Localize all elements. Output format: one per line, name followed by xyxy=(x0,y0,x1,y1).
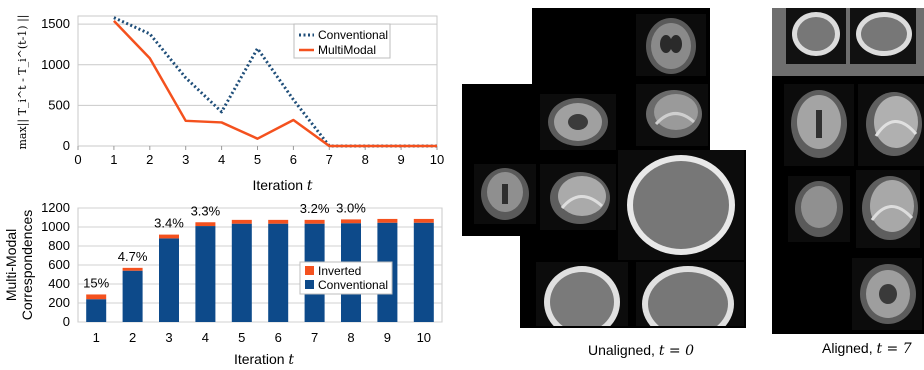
bar-chart-y-tick-label: 1000 xyxy=(41,219,70,234)
unaligned-caption: Unaligned, t = 0 xyxy=(588,342,694,359)
bar-chart-x-tick-label: 8 xyxy=(347,330,354,345)
bar-annotation-label: 3.0% xyxy=(336,200,366,215)
mri-coronal-slice xyxy=(474,164,536,224)
line-legend-label-conventional: Conventional xyxy=(318,28,388,42)
bar-annotation-label: 3.3% xyxy=(191,203,221,218)
ct-axial-slice-large xyxy=(618,150,744,260)
ct-sagittal-slice xyxy=(636,262,744,326)
bar-inverted xyxy=(86,294,107,300)
mri-aligned-coronal-2 xyxy=(788,176,850,242)
line-chart-x-tick-label: 5 xyxy=(254,152,261,167)
bar-annotation-label: 4.7% xyxy=(118,249,148,264)
bar-inverted xyxy=(304,219,325,224)
bar-chart-x-tick-label: 4 xyxy=(202,330,209,345)
unaligned-caption-text: Unaligned, xyxy=(588,342,659,358)
line-chart-x-tick-label: 2 xyxy=(146,152,153,167)
line-chart-legend xyxy=(293,23,391,59)
bar-inverted xyxy=(195,222,216,227)
bar-chart-y-axis-label-line2: Correspondences xyxy=(19,210,35,321)
bar-inverted xyxy=(122,267,143,271)
bar-inverted xyxy=(413,218,434,223)
mri-aligned-sagittal xyxy=(858,84,924,166)
aligned-caption: Aligned, t = 7 xyxy=(822,340,912,357)
line-series-multimodal xyxy=(112,20,437,148)
bar-chart-y-tick-label: 800 xyxy=(48,238,70,253)
bar-chart-x-axis-label: Iteration t xyxy=(234,351,294,368)
bar-conventional xyxy=(159,238,179,322)
line-chart-x-axis-label: Iteration t xyxy=(252,177,312,194)
line-chart-x-tick-label: 0 xyxy=(74,152,81,167)
line-chart-x-tick-label: 1 xyxy=(110,152,117,167)
bar-conventional xyxy=(195,226,216,322)
bar-chart-x-tick-label: 5 xyxy=(238,330,245,345)
bar-legend-label-conventional: Conventional xyxy=(318,278,388,292)
mri-aligned-sagittal-2 xyxy=(856,170,920,248)
bar-chart-x-tick-label: 9 xyxy=(384,330,391,345)
bar-chart-y-tick-label: 600 xyxy=(48,257,70,272)
bar-chart-x-tick-label: 3 xyxy=(165,330,172,345)
line-chart-y-axis-label: max|| T_i^t - T_i^(t-1) || xyxy=(16,14,30,149)
bar-annotation-label: 15% xyxy=(83,275,109,290)
bar-chart-y-tick-label: 200 xyxy=(48,295,70,310)
bar-chart-legend xyxy=(299,261,393,295)
bar-inverted xyxy=(341,219,361,224)
bar-legend-swatch-inverted xyxy=(305,266,314,275)
bar-legend-label-inverted: Inverted xyxy=(318,264,361,278)
line-chart-y-tick-label: 0 xyxy=(63,138,70,153)
mri-axial-slice-top xyxy=(636,14,706,76)
mri-aligned-coronal xyxy=(784,84,854,166)
bar-conventional xyxy=(122,270,143,322)
aligned-caption-text: Aligned, xyxy=(822,340,877,356)
bar-chart-x-tick-label: 10 xyxy=(417,330,431,345)
bar-chart-x-axis-var: t xyxy=(288,352,294,368)
mri-sagittal-slice-left xyxy=(540,164,616,230)
line-legend-label-multimodal: MultiModal xyxy=(318,43,376,57)
line-chart-x-tick-label: 9 xyxy=(397,152,404,167)
line-chart-y-tick-label: 1000 xyxy=(41,57,70,72)
line-chart-x-tick-label: 4 xyxy=(218,152,225,167)
bar-annotation-label: 3.4% xyxy=(154,216,184,231)
bar-inverted xyxy=(268,219,289,224)
bar-chart-x-tick-label: 1 xyxy=(93,330,100,345)
bar-inverted xyxy=(231,219,252,224)
ct-coronal-slice xyxy=(536,262,628,326)
line-chart-x-axis-var: t xyxy=(307,178,313,194)
bar-chart-y-tick-label: 0 xyxy=(63,314,70,329)
bar-conventional xyxy=(413,222,434,322)
bar-chart-y-tick-label: 400 xyxy=(48,276,70,291)
bar-legend-swatch-conventional xyxy=(305,280,314,289)
mri-aligned-axial xyxy=(852,258,922,330)
bar-inverted xyxy=(377,218,398,223)
line-chart-x-tick-label: 3 xyxy=(182,152,189,167)
bar-conventional xyxy=(86,299,107,322)
bar-chart-y-tick-label: 1200 xyxy=(41,200,70,215)
line-chart-x-tick-label: 6 xyxy=(290,152,297,167)
bar-chart-x-tick-label: 7 xyxy=(311,330,318,345)
bar-chart-y-axis-label-line1: Multi-Modal xyxy=(3,229,19,301)
line-chart-x-tick-label: 7 xyxy=(326,152,333,167)
mri-axial-slice-middle xyxy=(540,94,616,150)
bar-inverted xyxy=(159,234,179,239)
bar-chart-x-tick-label: 2 xyxy=(129,330,136,345)
line-chart-x-tick-label: 10 xyxy=(430,152,444,167)
mri-sagittal-slice-right xyxy=(636,84,708,146)
unaligned-caption-time: t = 0 xyxy=(658,343,694,359)
bar-annotation-label: 3.2% xyxy=(300,201,330,216)
bar-chart-x-tick-label: 6 xyxy=(275,330,282,345)
bar-conventional xyxy=(231,223,252,322)
bar-conventional xyxy=(268,223,289,322)
ct-aligned-top-band xyxy=(772,8,924,76)
line-chart-x-tick-label: 8 xyxy=(362,152,369,167)
line-chart-y-tick-label: 1500 xyxy=(41,16,70,31)
aligned-caption-time: t = 7 xyxy=(876,341,912,357)
line-chart-y-tick-label: 500 xyxy=(48,97,70,112)
